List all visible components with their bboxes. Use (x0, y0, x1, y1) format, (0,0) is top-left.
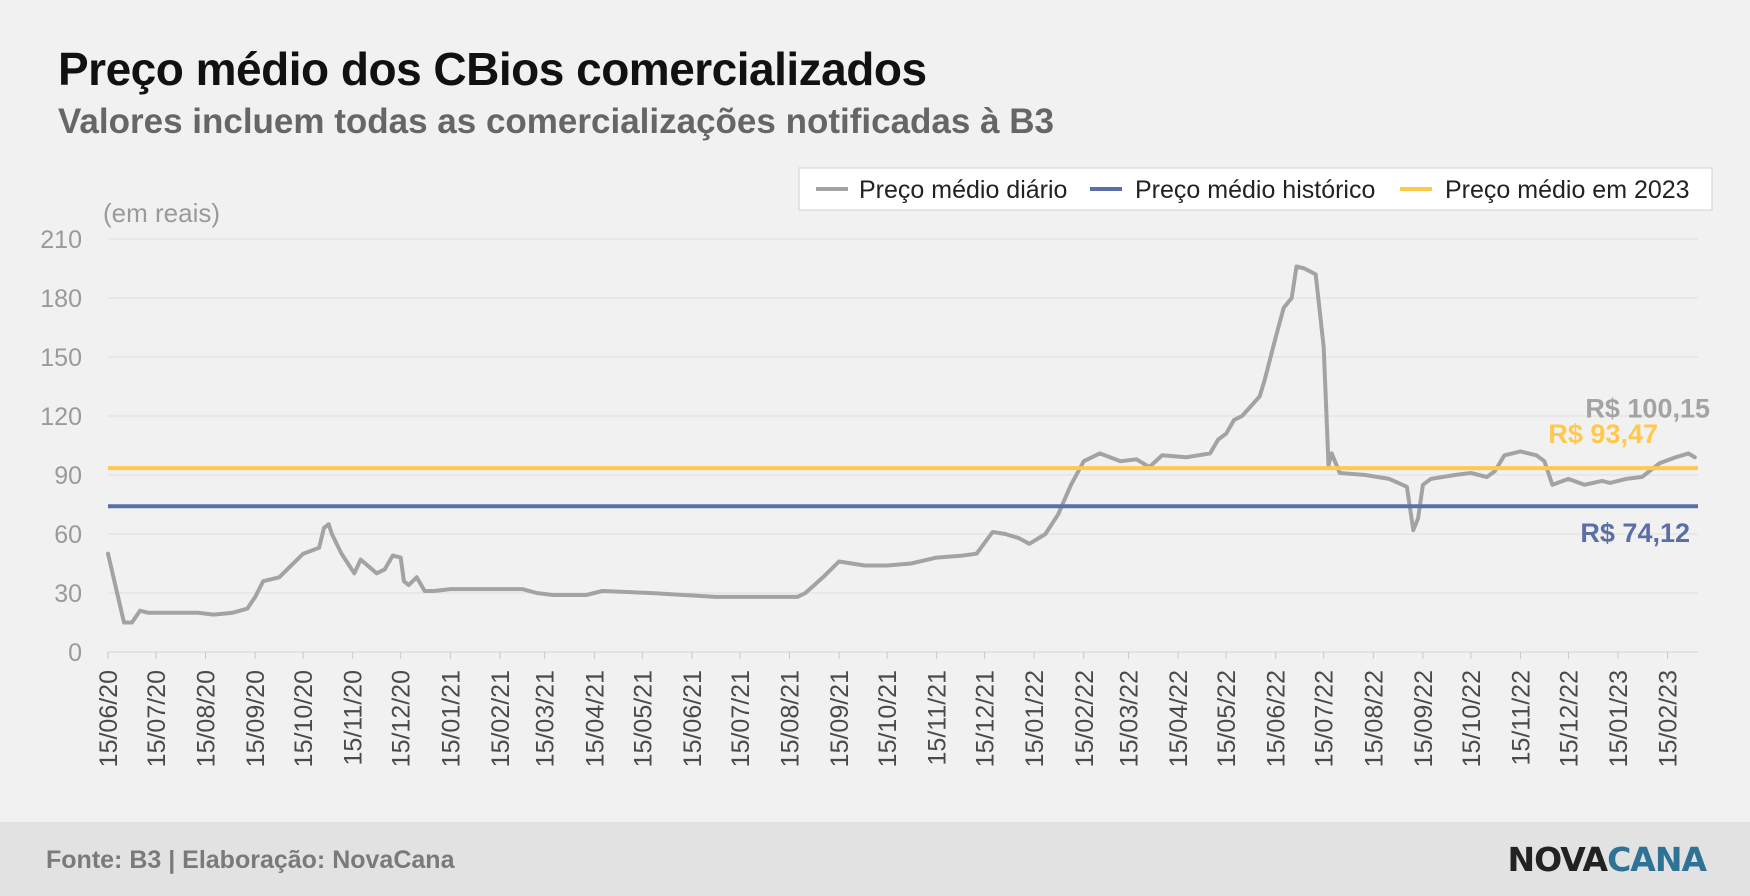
y-axis: 0 30 60 90 120 150 180 210 (40, 226, 82, 667)
x-tick-label: 15/06/21 (679, 670, 707, 767)
y-tick-label: 90 (54, 462, 82, 490)
x-tick-label: 15/09/22 (1410, 670, 1438, 767)
x-tick-label: 15/07/20 (143, 670, 171, 767)
x-tick-label: 15/07/21 (727, 670, 755, 767)
x-tick-label: 15/02/22 (1071, 670, 1099, 767)
logo-text-nova: NOVA (1507, 840, 1608, 879)
last-price-label: R$ 100,15 (1585, 393, 1710, 423)
x-tick-label: 15/01/23 (1605, 670, 1633, 767)
x-tick-label: 15/02/23 (1655, 670, 1683, 767)
x-tick-label: 15/01/22 (1021, 670, 1049, 767)
x-axis: 15/06/20 15/07/20 15/08/20 15/09/20 15/10/20… (95, 652, 1683, 767)
grid-lines (108, 238, 1698, 653)
x-tick-label: 15/12/21 (972, 670, 1000, 767)
legend: Preço médio diário Preço médio histórico P… (798, 167, 1713, 211)
logo-text-cana: CANA (1607, 840, 1707, 879)
x-tick-label: 15/12/22 (1555, 670, 1583, 767)
legend-label: Preço médio em 2023 (1445, 176, 1690, 204)
y-tick-label: 150 (40, 344, 82, 372)
legend-label: Preço médio diário (859, 176, 1067, 204)
x-tick-label: 15/08/22 (1360, 670, 1388, 767)
y-axis-unit-label: (em reais) (103, 198, 220, 228)
x-tick-label: 15/11/21 (924, 670, 952, 765)
y-tick-label: 0 (68, 639, 82, 667)
y-tick-label: 30 (54, 580, 82, 608)
y-tick-label: 60 (54, 521, 82, 549)
x-tick-label: 15/07/22 (1311, 670, 1339, 767)
historical-average-label: R$ 74,12 (1580, 518, 1690, 548)
x-tick-label: 15/04/21 (581, 670, 609, 767)
x-tick-label: 15/09/20 (242, 670, 270, 767)
x-tick-label: 15/06/22 (1263, 670, 1291, 767)
x-tick-label: 15/04/22 (1165, 670, 1193, 767)
data-labels: R$ 100,15R$ 93,47 R$ 74,12 (1548, 393, 1710, 548)
x-tick-label: 15/06/20 (95, 670, 123, 767)
y-tick-label: 210 (40, 226, 82, 254)
x-tick-label: 15/11/20 (340, 670, 368, 765)
x-tick-label: 15/01/21 (437, 670, 465, 767)
x-tick-label: 15/03/22 (1116, 670, 1144, 767)
x-tick-label: 15/11/22 (1507, 670, 1535, 765)
x-tick-label: 15/08/20 (193, 670, 221, 767)
legend-label: Preço médio histórico (1135, 176, 1375, 204)
legend-box (798, 167, 1713, 211)
source-note: Fonte: B3 | Elaboração: NovaCana (46, 846, 455, 874)
x-tick-label: 15/10/21 (874, 670, 902, 767)
y-tick-label: 180 (40, 285, 82, 313)
x-tick-label: 15/05/21 (629, 670, 657, 767)
x-tick-label: 15/12/20 (388, 670, 416, 767)
x-tick-label: 15/03/21 (532, 670, 560, 767)
series-lines (106, 264, 1698, 625)
daily-price-line (106, 264, 1697, 625)
chart-title: Preço médio dos CBios comercializados (58, 43, 927, 95)
footer: Fonte: B3 | Elaboração: NovaCana NOVACAN… (0, 822, 1750, 896)
x-tick-label: 15/05/22 (1213, 670, 1241, 767)
y-tick-label: 120 (40, 403, 82, 431)
x-tick-label: 15/10/22 (1458, 670, 1486, 767)
x-tick-label: 15/09/21 (826, 670, 854, 767)
year-2023-average-label: R$ 93,47 (1548, 419, 1658, 449)
x-tick-label: 15/02/21 (487, 670, 515, 767)
novacana-logo: NOVACANA (1507, 840, 1707, 879)
x-tick-label: 15/10/20 (290, 670, 318, 767)
x-tick-label: 15/08/21 (776, 670, 804, 767)
chart-subtitle: Valores incluem todas as comercializaçõe… (58, 102, 1054, 141)
